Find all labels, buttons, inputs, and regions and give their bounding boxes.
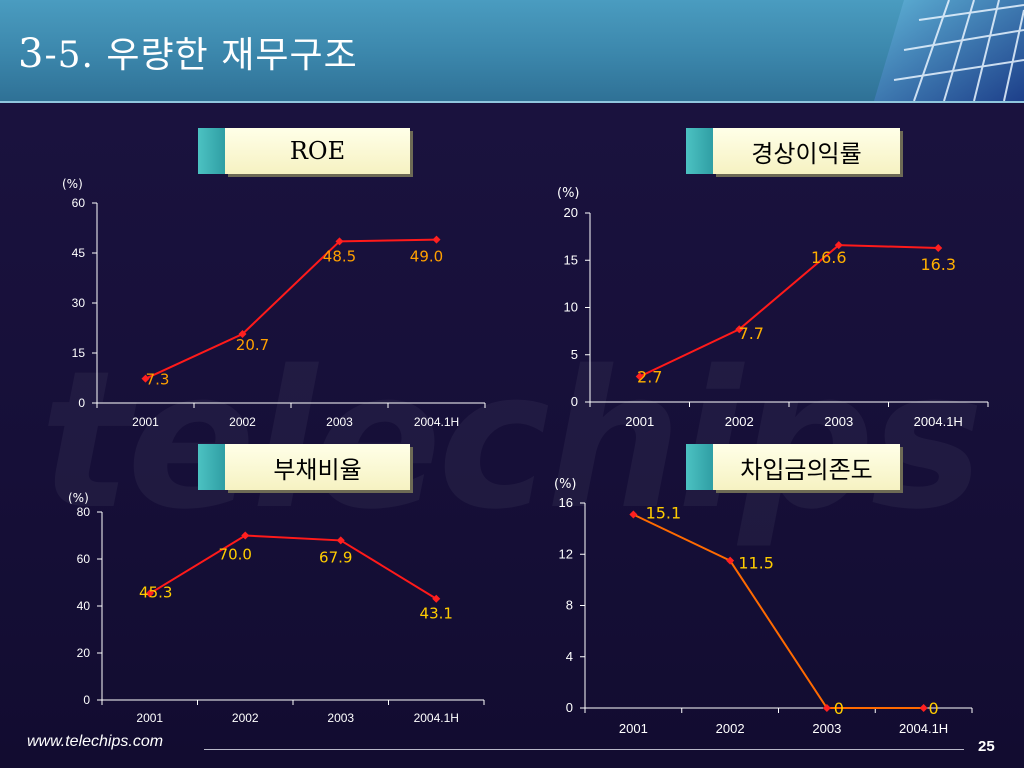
page-number: 25 xyxy=(978,738,995,755)
roe-x-tick-label: 2004.1H xyxy=(414,415,459,429)
title-number: 3 xyxy=(18,31,45,77)
debt-data-point xyxy=(432,594,441,603)
borrow-x-tick-label: 2004.1H xyxy=(899,721,948,736)
op-series-line xyxy=(639,244,939,378)
op-data-point xyxy=(934,243,943,252)
debt-unit-label: (%) xyxy=(68,491,89,505)
chart-title-roe: ROE xyxy=(225,128,410,174)
op-data-label: 2.7 xyxy=(637,367,662,386)
debt-x-tick-label: 2003 xyxy=(327,711,354,725)
op-y-tick-label: 5 xyxy=(571,347,578,362)
chart-title-debt: 부채비율 xyxy=(225,444,410,490)
borrow-data-point xyxy=(919,704,928,712)
op-y-tick-label: 15 xyxy=(564,252,578,267)
op-data-label: 7.7 xyxy=(739,324,764,343)
debt-data-label: 67.9 xyxy=(319,548,352,566)
borrow-y-tick-label: 4 xyxy=(566,649,573,664)
borrow-x-tick-label: 2002 xyxy=(716,721,745,736)
title-text: -5. 우량한 재무구조 xyxy=(44,35,358,76)
op-y-tick-label: 10 xyxy=(564,300,578,315)
op-data-label: 16.3 xyxy=(920,255,956,274)
tab-borrow: 차입금의존도 xyxy=(686,444,900,490)
borrow-series-line xyxy=(632,513,924,709)
roe-x-tick-label: 2002 xyxy=(229,415,256,429)
footer-divider xyxy=(204,749,964,750)
debt-y-tick-label: 40 xyxy=(77,599,91,613)
borrow-data-label: 15.1 xyxy=(646,504,682,523)
tab-roe: ROE xyxy=(198,128,410,174)
footer-url[interactable]: www.telechips.com xyxy=(27,733,164,750)
roe-y-tick-label: 45 xyxy=(72,246,86,260)
op-y-tick-label: 0 xyxy=(571,394,578,409)
borrow-data-point xyxy=(822,704,831,712)
borrow-y-tick-label: 0 xyxy=(566,700,573,715)
debt-series-line xyxy=(149,534,437,600)
roe-x-tick-label: 2003 xyxy=(326,415,353,429)
chart-title-borrow: 차입금의존도 xyxy=(713,444,900,490)
borrow-data-label: 11.5 xyxy=(738,554,774,573)
tab-debt: 부채비율 xyxy=(198,444,410,490)
debt-y-tick-label: 0 xyxy=(83,693,90,707)
roe-series-line xyxy=(145,238,437,380)
borrow-data-label: 0 xyxy=(929,699,939,718)
debt-x-tick-label: 2004.1H xyxy=(414,711,459,725)
roe-data-point xyxy=(141,374,150,383)
debt-y-tick-label: 60 xyxy=(77,552,91,566)
chart-title-op: 경상이익률 xyxy=(713,128,900,174)
borrow-x-tick-label: 2001 xyxy=(619,721,648,736)
op-data-point xyxy=(735,325,744,334)
roe-data-label: 20.7 xyxy=(236,336,269,354)
header-decoration xyxy=(874,0,1024,101)
op-x-tick-label: 2004.1H xyxy=(914,414,963,429)
roe-y-tick-label: 60 xyxy=(72,196,86,210)
borrow-data-label: 0 xyxy=(834,699,844,718)
roe-data-point xyxy=(238,330,247,338)
op-data-label: 16.6 xyxy=(811,248,847,267)
op-x-tick-label: 2002 xyxy=(725,414,754,429)
op-x-tick-label: 2001 xyxy=(625,414,654,429)
op-x-tick-label: 2003 xyxy=(824,414,853,429)
op-data-point xyxy=(635,372,644,381)
borrow-data-point xyxy=(629,510,638,519)
op-unit-label: (%) xyxy=(557,186,580,201)
header-bar: 3-5. 우량한 재무구조 xyxy=(0,0,1024,103)
roe-y-tick-label: 15 xyxy=(72,346,86,360)
roe-unit-label: (%) xyxy=(62,177,83,191)
debt-data-label: 43.1 xyxy=(420,605,453,623)
borrow-y-tick-label: 16 xyxy=(559,495,573,510)
borrow-unit-label: (%) xyxy=(554,477,577,492)
debt-data-label: 45.3 xyxy=(139,584,172,602)
telechips-watermark-logo: telechips xyxy=(40,330,984,551)
op-y-tick-label: 20 xyxy=(564,205,578,220)
borrow-x-tick-label: 2003 xyxy=(812,721,841,736)
debt-x-tick-label: 2002 xyxy=(232,711,259,725)
roe-y-tick-label: 30 xyxy=(72,296,86,310)
roe-data-label: 48.5 xyxy=(323,247,356,265)
roe-x-tick-label: 2001 xyxy=(132,415,159,429)
borrow-y-tick-label: 8 xyxy=(566,598,573,613)
roe-y-tick-label: 0 xyxy=(78,396,85,410)
roe-data-label: 49.0 xyxy=(410,248,443,266)
roe-data-point xyxy=(335,237,344,246)
borrow-data-point xyxy=(726,556,735,565)
tab-op: 경상이익률 xyxy=(686,128,900,174)
roe-data-label: 7.3 xyxy=(146,371,170,389)
page-title: 3-5. 우량한 재무구조 xyxy=(18,26,358,78)
debt-data-point xyxy=(336,536,345,545)
debt-data-label: 70.0 xyxy=(219,546,252,564)
debt-y-tick-label: 20 xyxy=(77,646,91,660)
roe-data-point xyxy=(432,235,441,244)
debt-x-tick-label: 2001 xyxy=(136,711,163,725)
borrow-y-tick-label: 12 xyxy=(559,546,573,561)
op-data-point xyxy=(834,241,843,250)
debt-y-tick-label: 80 xyxy=(77,505,91,519)
debt-data-point xyxy=(145,589,154,598)
debt-data-point xyxy=(241,531,250,540)
